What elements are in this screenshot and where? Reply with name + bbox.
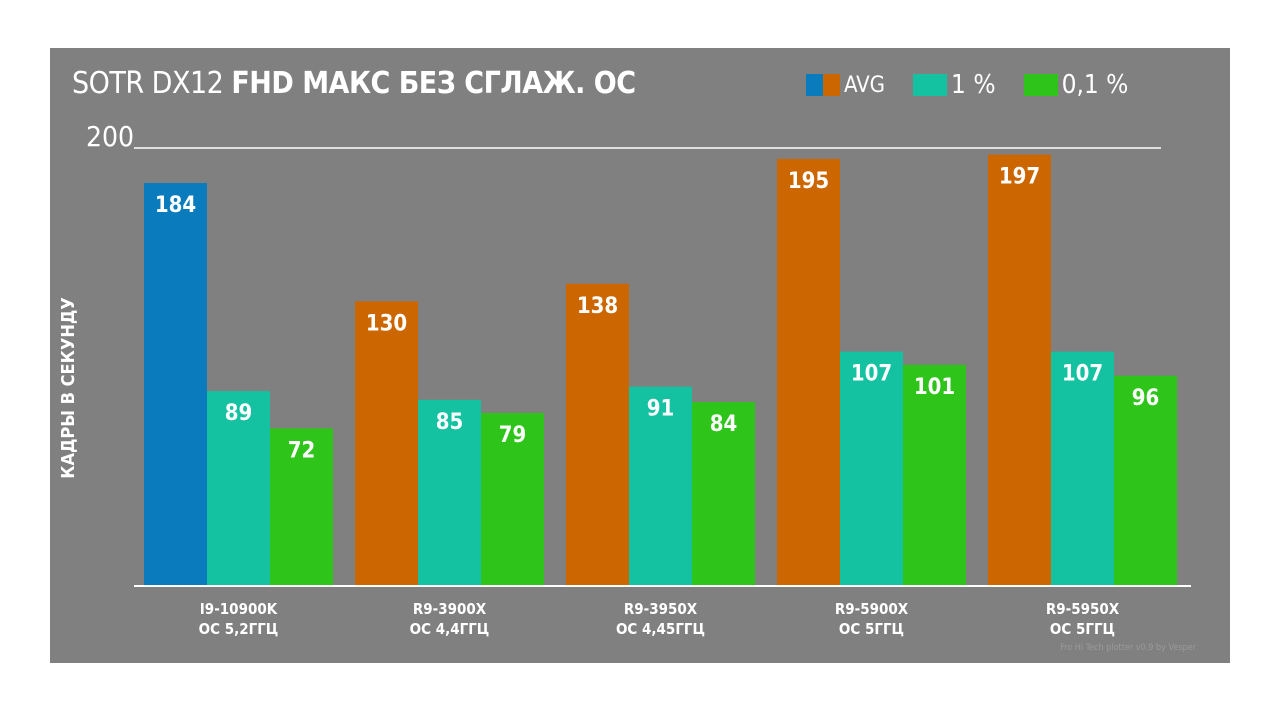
x-tick-label: I9-10900K	[200, 600, 278, 618]
bar-value-label: 184	[155, 193, 196, 218]
x-tick-label: R9-5950X	[1046, 600, 1120, 618]
bar-value-label: 96	[1132, 386, 1160, 411]
legend-item-1pct: 1 %	[913, 70, 996, 100]
x-tick-label: R9-3900X	[413, 600, 487, 618]
bar-value-label: 107	[851, 362, 892, 387]
bar	[355, 301, 418, 586]
bar	[418, 399, 481, 586]
x-tick-sublabel: ОС 5ГГЦ	[1050, 620, 1115, 638]
bar	[207, 391, 270, 586]
bar	[270, 428, 333, 586]
legend-label-1pct: 1 %	[951, 70, 996, 100]
chart-title-main: FHD МАКС БЕЗ СГЛАЖ. ОС	[231, 66, 636, 101]
x-tick-sublabel: ОС 5ГГЦ	[839, 620, 904, 638]
bar-value-label: 197	[999, 165, 1040, 190]
bar-value-label: 85	[436, 410, 464, 435]
legend-label-01pct: 0,1 %	[1061, 70, 1129, 100]
bar-value-label: 138	[577, 294, 618, 319]
bar	[629, 386, 692, 586]
bar-value-label: 79	[499, 423, 527, 448]
bar	[566, 283, 629, 586]
bar-value-label: 101	[914, 375, 955, 400]
y-tick-label-200: 200	[86, 120, 134, 153]
legend-label-avg: AVG	[844, 72, 886, 98]
x-tick-label: R9-3950X	[624, 600, 698, 618]
x-tick-sublabel: ОС 4,45ГГЦ	[616, 620, 705, 638]
bar-value-label: 107	[1062, 362, 1103, 387]
bar	[988, 154, 1051, 586]
bar-value-label: 89	[225, 401, 253, 426]
chart-plot: 200 184 89 72 I9-10900K ОС 5,2ГГЦ 130 85 79 R9-39…	[86, 120, 1191, 638]
bar-value-label: 195	[788, 169, 829, 194]
legend-item-avg: AVG	[806, 73, 885, 98]
chart-title: SOTR DX12 FHD МАКС БЕЗ СГЛАЖ. ОС	[72, 66, 636, 101]
x-tick-sublabel: ОС 5,2ГГЦ	[199, 620, 279, 638]
bar	[1114, 375, 1177, 586]
x-tick-sublabel: ОС 4,4ГГЦ	[410, 620, 490, 638]
bar	[692, 402, 755, 586]
legend-item-01pct: 0,1 %	[1023, 70, 1129, 100]
legend: AVG 1 % 0,1 %	[806, 70, 1156, 100]
x-tick-label: R9-5900X	[835, 600, 909, 618]
watermark: Fro Hi Tech plotter v0.9 by Vesper	[1060, 643, 1196, 653]
legend-swatch-avg-orange	[823, 74, 840, 96]
legend-swatch-01pct	[1023, 74, 1058, 96]
bar	[144, 183, 207, 587]
chart-title-prefix: SOTR DX12	[72, 66, 232, 101]
chart-panel: SOTR DX12 FHD МАКС БЕЗ СГЛАЖ. ОС AVG 1 %…	[50, 48, 1230, 663]
bar-value-label: 72	[288, 438, 316, 463]
bar	[840, 351, 903, 586]
bar-value-label: 91	[647, 397, 675, 422]
bar-value-label: 84	[710, 412, 738, 437]
bar	[481, 412, 544, 586]
bar-value-label: 130	[366, 311, 407, 336]
bar	[1051, 351, 1114, 586]
bar	[903, 364, 966, 586]
legend-swatch-1pct	[913, 74, 948, 96]
legend-swatch-avg-blue	[806, 74, 823, 96]
bar	[777, 158, 840, 586]
